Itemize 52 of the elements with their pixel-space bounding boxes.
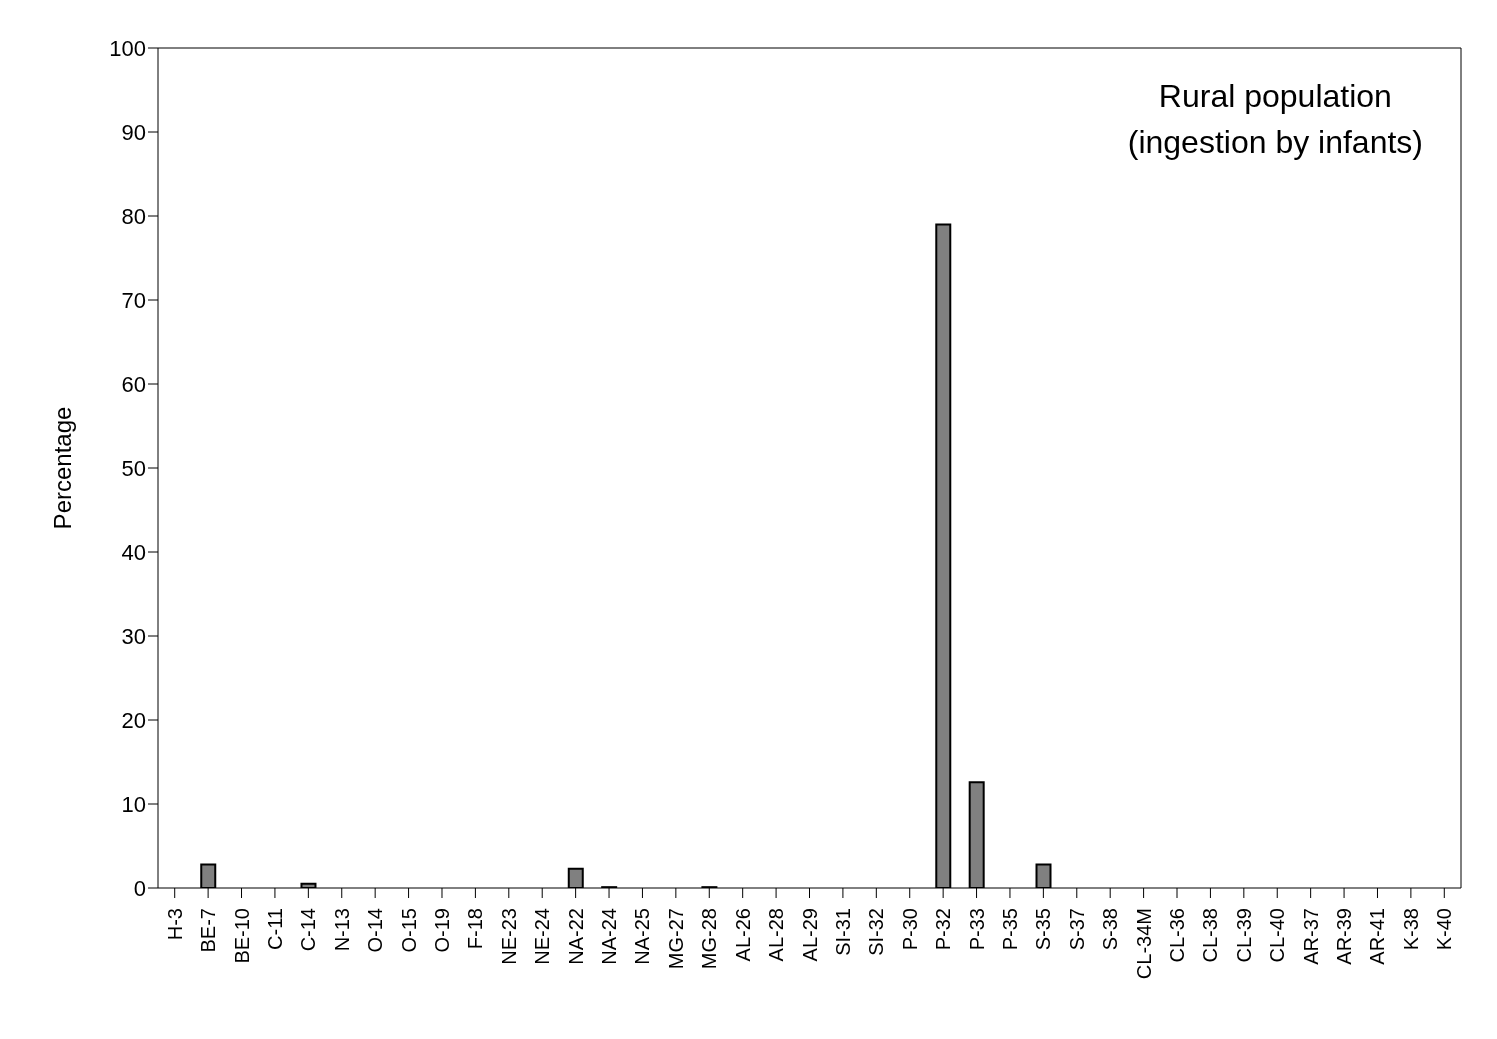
x-tick-label: K-40 — [1433, 908, 1456, 951]
x-tick-label: H-3 — [163, 908, 186, 941]
x-tick-label: NA-25 — [631, 908, 654, 965]
x-tick-label: SI-31 — [831, 908, 854, 956]
x-tick-label: CL-34M — [1132, 908, 1155, 980]
x-tick-label: MG-28 — [698, 908, 721, 970]
y-tick-label: 100 — [109, 35, 146, 61]
x-tick-label: F-18 — [464, 908, 487, 950]
y-tick-label: 70 — [121, 287, 146, 313]
x-tick-label: CL-40 — [1266, 908, 1289, 963]
x-tick-label: S-38 — [1099, 908, 1122, 951]
y-tick-label: 30 — [121, 623, 146, 649]
y-tick-label: 90 — [121, 119, 146, 145]
x-tick-label: SI-32 — [865, 908, 888, 956]
text: Rural population (ingestion by infants) — [1127, 77, 1423, 162]
y-tick-label: 80 — [121, 203, 146, 229]
x-tick-label: P-35 — [998, 908, 1021, 951]
x-tick-label: BE-7 — [197, 908, 220, 953]
x-tick-label: O-14 — [364, 908, 387, 953]
x-tick-label: S-37 — [1065, 908, 1088, 951]
x-tick-label: AR-41 — [1366, 908, 1389, 965]
x-tick-label: NE-23 — [497, 908, 520, 965]
x-tick-label: NA-22 — [564, 908, 587, 965]
y-tick-label: 0 — [133, 875, 146, 901]
x-tick-label: P-32 — [932, 908, 955, 951]
x-tick-label: CL-39 — [1232, 908, 1255, 963]
x-tick-label: AR-37 — [1299, 908, 1322, 965]
x-tick-label: MG-27 — [664, 908, 687, 970]
x-tick-label: S-35 — [1032, 908, 1055, 951]
x-tick-label: NE-24 — [531, 908, 554, 965]
x-tick-label: O-19 — [430, 908, 453, 953]
x-tick-label: AR-39 — [1333, 908, 1356, 965]
x-tick-label: N-13 — [330, 908, 353, 952]
x-tick-label: O-15 — [397, 908, 420, 953]
y-tick-label: 50 — [121, 455, 146, 481]
x-tick-label: CL-38 — [1199, 908, 1222, 963]
x-tick-label: AL-29 — [798, 908, 821, 962]
x-tick-label: AL-28 — [765, 908, 788, 962]
x-tick-label: BE-10 — [230, 908, 253, 964]
y-tick-label: 60 — [121, 371, 146, 397]
x-tick-label: AL-26 — [731, 908, 754, 962]
x-tick-label: P-30 — [898, 908, 921, 951]
x-tick-label: P-33 — [965, 908, 988, 951]
x-tick-label: C-11 — [263, 908, 286, 950]
y-axis-title: Percentage — [48, 406, 76, 530]
y-tick-label: 20 — [121, 707, 146, 733]
x-tick-label: C-14 — [297, 908, 320, 952]
x-tick-label: CL-36 — [1166, 908, 1189, 963]
x-tick-label: NA-24 — [598, 908, 621, 965]
y-tick-label: 40 — [121, 539, 146, 565]
x-tick-label: K-38 — [1399, 908, 1422, 951]
y-tick-label: 10 — [121, 791, 146, 817]
